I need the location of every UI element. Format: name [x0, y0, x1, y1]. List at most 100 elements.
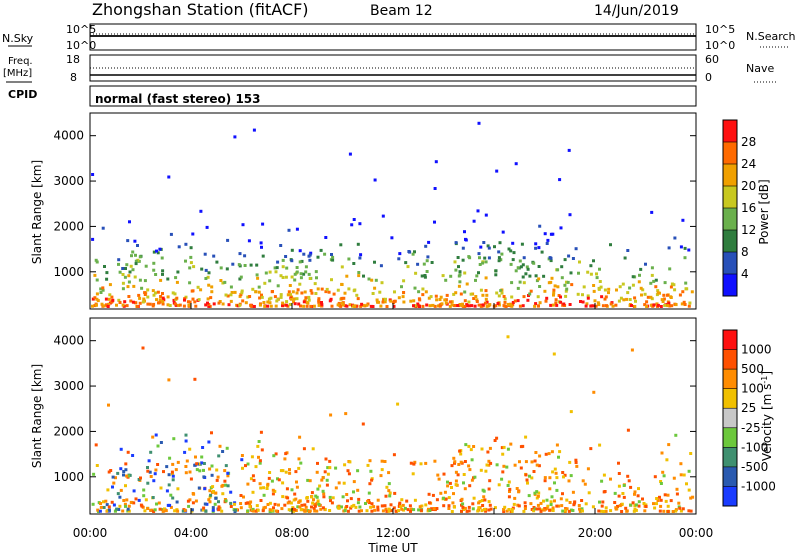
- echo-cell: [277, 478, 281, 482]
- echo-cell: [229, 293, 233, 297]
- echo-cell: [439, 295, 443, 299]
- echo-cell: [233, 502, 236, 506]
- echo-cell: [663, 281, 667, 285]
- echo-cell: [346, 469, 350, 473]
- echo-cell: [487, 500, 491, 504]
- echo-cell: [270, 508, 274, 512]
- echo-cell: [624, 506, 628, 510]
- echo-cell: [230, 291, 234, 294]
- echo-cell: [564, 294, 568, 298]
- echo-cell: [598, 280, 602, 283]
- echo-cell: [634, 508, 638, 512]
- echo-cell: [518, 304, 522, 308]
- echo-cell: [158, 507, 162, 511]
- echo-cell: [359, 304, 363, 308]
- echo-cell: [168, 503, 172, 507]
- echo-cell: [497, 259, 501, 263]
- echo-cell: [272, 506, 275, 510]
- echo-cell: [419, 462, 423, 466]
- echo-cell: [262, 486, 266, 490]
- echo-cell: [207, 283, 211, 287]
- echo-cell: [279, 274, 283, 278]
- echo-cell: [430, 261, 434, 264]
- echo-cell: [239, 506, 243, 510]
- echo-cell: [589, 447, 593, 451]
- echo-cell: [384, 297, 387, 301]
- echo-cell: [625, 509, 629, 513]
- echo-cell: [127, 280, 131, 284]
- echo-cell: [400, 285, 403, 289]
- echo-cell: [464, 443, 468, 447]
- velocity-y-axis-label: Slant Range [km]: [30, 364, 44, 468]
- echo-cell: [684, 281, 688, 285]
- echo-cell: [358, 222, 362, 226]
- echo-cell: [302, 272, 306, 276]
- echo-cell: [356, 297, 360, 301]
- echo-cell: [402, 508, 406, 512]
- echo-cell: [497, 483, 501, 487]
- echo-cell: [136, 244, 139, 247]
- echo-cell: [543, 232, 547, 236]
- echo-cell: [297, 457, 301, 461]
- echo-cell: [512, 502, 516, 506]
- echo-cell: [308, 253, 312, 257]
- echo-cell: [152, 268, 156, 272]
- echo-cell: [650, 273, 654, 277]
- echo-cell: [411, 472, 415, 476]
- echo-cell: [197, 298, 201, 302]
- echo-cell: [425, 259, 429, 263]
- echo-cell: [295, 297, 299, 301]
- echo-cell: [258, 303, 262, 307]
- echo-cell: [397, 296, 401, 300]
- echo-cell: [313, 504, 317, 508]
- echo-cell: [306, 478, 310, 482]
- echo-cell: [323, 470, 327, 474]
- echo-cell: [118, 270, 122, 274]
- echo-cell: [387, 509, 391, 513]
- echo-cell: [146, 288, 150, 292]
- echo-cell: [689, 452, 693, 455]
- echo-cell: [484, 469, 488, 473]
- echo-cell: [437, 477, 441, 481]
- colorbar-tick-label: 500: [741, 362, 764, 376]
- echo-cell: [300, 503, 304, 507]
- echo-cell: [521, 444, 525, 448]
- echo-cell: [479, 468, 483, 472]
- echo-cell: [552, 352, 556, 356]
- echo-cell: [361, 303, 365, 307]
- echo-cell: [238, 294, 242, 298]
- echo-cell: [510, 508, 514, 511]
- echo-cell: [95, 303, 98, 307]
- echo-cell: [122, 470, 126, 473]
- echo-cell: [219, 279, 223, 282]
- echo-cell: [555, 488, 559, 492]
- echo-cell: [389, 299, 393, 303]
- echo-cell: [256, 444, 260, 448]
- echo-cell: [414, 271, 418, 275]
- echo-cell: [482, 507, 486, 511]
- echo-cell: [259, 499, 263, 502]
- echo-cell: [307, 295, 311, 299]
- y-tick-label: 1000: [53, 265, 84, 279]
- echo-cell: [348, 460, 352, 464]
- echo-cell: [166, 277, 170, 281]
- echo-cell: [262, 301, 266, 304]
- echo-cell: [607, 287, 611, 291]
- echo-cell: [467, 505, 471, 509]
- echo-cell: [425, 303, 429, 307]
- echo-cell: [200, 267, 204, 271]
- echo-cell: [183, 508, 187, 512]
- echo-cell: [645, 305, 649, 308]
- echo-cell: [666, 504, 670, 508]
- echo-cell: [568, 303, 572, 306]
- echo-cell: [126, 239, 130, 243]
- echo-cell: [524, 473, 528, 477]
- echo-cell: [151, 304, 155, 308]
- echo-cell: [681, 507, 685, 511]
- echo-cell: [510, 295, 514, 299]
- echo-cell: [289, 293, 292, 297]
- power-colorbar-label: Power [dB]: [757, 179, 771, 244]
- echo-cell: [216, 475, 220, 479]
- echo-cell: [135, 305, 139, 308]
